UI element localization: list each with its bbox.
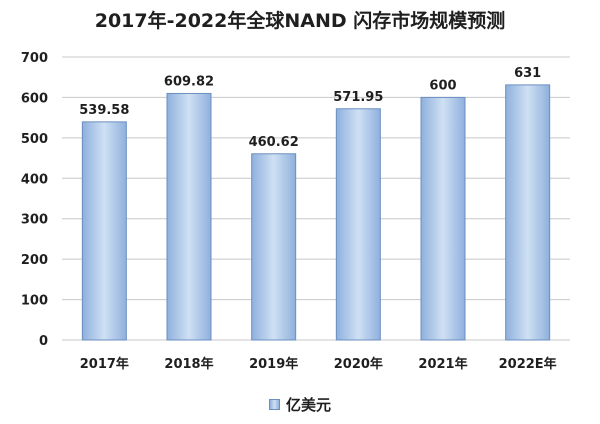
legend: 亿美元 xyxy=(0,394,600,414)
bar xyxy=(251,153,297,341)
y-tick-label: 700 xyxy=(21,51,48,66)
bar xyxy=(166,92,212,341)
data-label: 539.58 xyxy=(79,103,129,118)
data-label: 631 xyxy=(514,66,541,81)
chart-title: 2017年-2022年全球NAND 闪存市场规模预测 xyxy=(94,10,506,32)
y-axis-ticks: 0 100 200 300 400 500 600 700 xyxy=(21,51,48,349)
bar xyxy=(335,108,381,341)
y-tick-label: 400 xyxy=(21,172,48,187)
bars xyxy=(81,84,551,341)
x-tick-label: 2018年 xyxy=(164,356,213,372)
x-tick-label: 2022E年 xyxy=(499,356,557,372)
data-label: 600 xyxy=(429,78,456,93)
data-label: 571.95 xyxy=(333,90,383,105)
x-tick-label: 2017年 xyxy=(80,356,129,372)
y-tick-label: 200 xyxy=(21,253,48,268)
y-tick-label: 500 xyxy=(21,132,48,147)
x-tick-label: 2021年 xyxy=(418,356,467,372)
y-tick-label: 600 xyxy=(21,91,48,106)
x-axis-ticks: 2017年 2018年 2019年 2020年 2021年 2022E年 xyxy=(80,356,557,372)
x-tick-label: 2020年 xyxy=(334,356,383,372)
legend-label: 亿美元 xyxy=(285,395,331,414)
y-tick-label: 100 xyxy=(21,294,48,309)
bar xyxy=(420,96,466,341)
bar xyxy=(505,84,551,341)
x-tick-label: 2019年 xyxy=(249,356,298,372)
gridlines xyxy=(62,56,570,341)
y-tick-label: 300 xyxy=(21,213,48,228)
data-label: 609.82 xyxy=(164,74,214,89)
y-tick-label: 0 xyxy=(39,334,48,349)
data-label: 460.62 xyxy=(249,135,299,150)
legend-swatch xyxy=(268,398,280,410)
bar xyxy=(81,121,127,341)
data-labels: 539.58 609.82 460.62 571.95 600 631 xyxy=(79,66,541,150)
